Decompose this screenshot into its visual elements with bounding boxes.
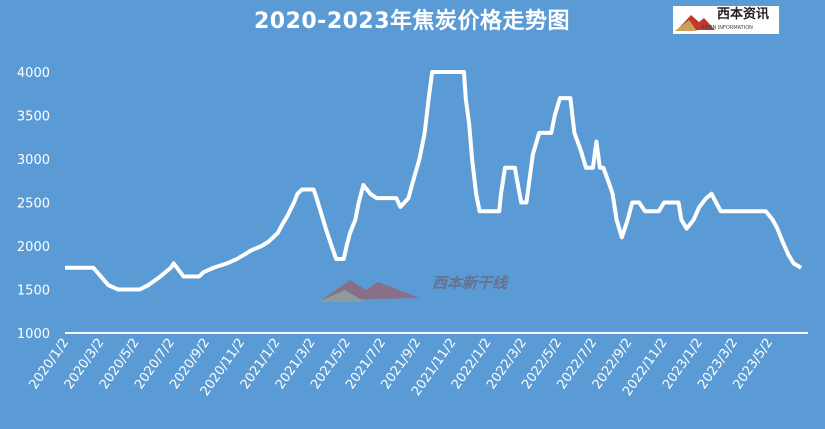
logo: 西本资讯 XIBEN INFORMATION xyxy=(673,6,779,34)
y-tick-label: 4000 xyxy=(17,66,50,81)
price-line xyxy=(65,70,803,292)
y-tick-label: 3000 xyxy=(17,153,50,168)
logo-text: 西本资讯 xyxy=(717,7,770,22)
mountain-logo-icon xyxy=(675,15,715,31)
logo-subtext: XIBEN INFORMATION xyxy=(701,25,753,31)
y-tick-label: 2000 xyxy=(17,240,50,255)
y-tick-label: 1500 xyxy=(17,284,50,299)
watermark: 西本新干线 xyxy=(432,274,508,292)
y-tick-label: 1000 xyxy=(17,327,50,342)
y-tick-label: 2500 xyxy=(17,197,50,212)
watermark-logo-icon xyxy=(318,280,420,302)
y-tick-label: 3500 xyxy=(17,110,50,125)
chart-title: 2020-2023年焦炭价格走势图 xyxy=(253,9,571,34)
